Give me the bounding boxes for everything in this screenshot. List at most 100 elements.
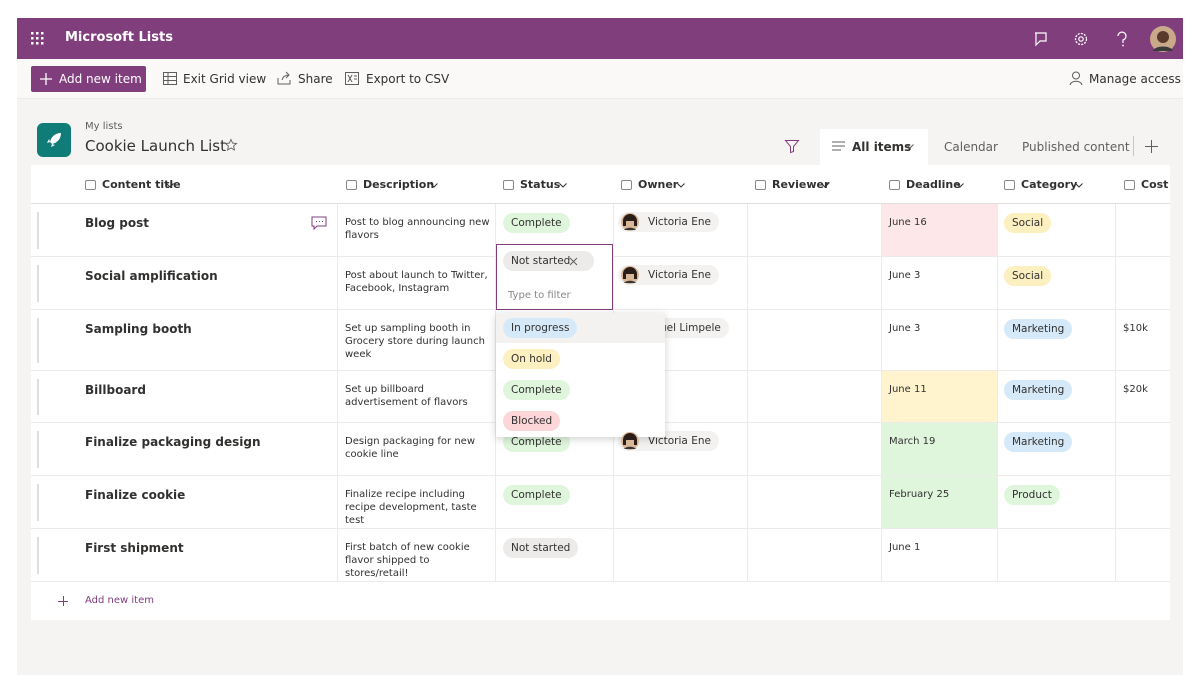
sort-chevron[interactable] — [821, 183, 829, 188]
remove-chip[interactable] — [569, 257, 578, 266]
item-title[interactable]: Blog post — [85, 216, 149, 230]
status-pill: Complete — [503, 213, 570, 233]
column-divider — [747, 204, 748, 257]
settings-icon[interactable] — [1073, 31, 1089, 47]
item-title[interactable]: Sampling booth — [85, 322, 192, 336]
row-handle[interactable] — [37, 431, 39, 468]
column-header[interactable]: Reviewer — [772, 178, 830, 191]
filter-option[interactable]: In progress — [503, 318, 578, 338]
help-icon[interactable] — [1116, 31, 1128, 47]
deadline-highlight — [881, 371, 997, 423]
add-row[interactable]: Add new item — [85, 595, 154, 606]
filter-option[interactable]: Complete — [503, 380, 570, 400]
column-header[interactable]: Description — [363, 178, 435, 191]
exit-grid-view[interactable]: Exit Grid view — [183, 72, 267, 86]
column-divider — [1115, 476, 1116, 529]
column-divider — [337, 204, 338, 257]
item-description: Finalize recipe including recipe develop… — [345, 489, 477, 526]
column-divider — [881, 257, 882, 310]
column-icon — [503, 180, 514, 190]
filter-input[interactable]: Type to filter — [508, 290, 571, 301]
deadline: June 3 — [889, 270, 921, 281]
deadline-highlight — [881, 476, 997, 529]
row-handle[interactable] — [37, 537, 39, 574]
item-description: Set up billboard advertisement of flavor… — [345, 384, 468, 408]
column-divider — [1115, 423, 1116, 476]
view-tab[interactable]: All items — [852, 140, 912, 154]
column-header[interactable]: Status — [520, 178, 561, 191]
column-divider — [337, 310, 338, 371]
user-avatar[interactable] — [1150, 26, 1176, 52]
deadline: June 3 — [889, 323, 921, 334]
column-divider — [747, 310, 748, 371]
column-divider — [337, 257, 338, 310]
deadline-highlight — [881, 423, 997, 476]
column-divider — [881, 204, 882, 257]
item-title[interactable]: Finalize packaging design — [85, 435, 261, 449]
row-border — [31, 475, 1170, 476]
add-view-icon[interactable] — [1145, 140, 1158, 153]
column-divider — [997, 529, 998, 582]
header-row-border — [31, 203, 1170, 204]
sort-chevron[interactable] — [1075, 183, 1083, 188]
row-handle[interactable] — [37, 484, 39, 521]
column-divider — [997, 476, 998, 529]
suite-bar — [17, 18, 1183, 59]
sort-chevron[interactable] — [956, 183, 964, 188]
column-divider — [613, 257, 614, 310]
column-header[interactable]: Content title — [102, 178, 181, 191]
item-description: Design packaging for new cookie line — [345, 436, 476, 460]
column-header[interactable]: Cost — [1141, 178, 1169, 191]
cost: $10k — [1123, 323, 1148, 334]
waffle-icon[interactable] — [31, 32, 45, 46]
row-handle[interactable] — [37, 318, 39, 363]
column-header[interactable]: Owner — [638, 178, 679, 191]
sort-chevron[interactable] — [677, 183, 685, 188]
row-handle[interactable] — [37, 379, 39, 415]
filter-icon[interactable] — [784, 140, 800, 154]
export-csv[interactable]: Export to CSV — [366, 72, 450, 86]
column-divider — [1115, 529, 1116, 582]
column-divider — [337, 529, 338, 582]
sort-chevron[interactable] — [166, 183, 174, 188]
row-handle[interactable] — [37, 212, 39, 249]
row-border — [31, 581, 1170, 582]
item-description: Set up sampling booth in Grocery store d… — [345, 323, 485, 360]
filter-option[interactable]: On hold — [503, 349, 560, 369]
add-item-label[interactable]: Add new item — [59, 72, 142, 86]
view-icon — [832, 141, 845, 151]
column-divider — [337, 371, 338, 423]
manage-access[interactable]: Manage access — [1089, 72, 1181, 86]
view-tab[interactable]: Published content — [1022, 140, 1130, 154]
feedback-icon[interactable] — [1033, 31, 1049, 47]
deadline-highlight — [881, 204, 997, 257]
excel-icon — [345, 72, 359, 85]
rocket-icon — [47, 133, 61, 147]
item-title[interactable]: Social amplification — [85, 269, 218, 283]
share[interactable]: Share — [298, 72, 333, 86]
breadcrumb[interactable]: My lists — [85, 121, 123, 132]
column-divider — [613, 529, 614, 582]
column-divider — [495, 423, 496, 476]
filter-option[interactable]: Blocked — [503, 411, 561, 431]
column-header[interactable]: Category — [1021, 178, 1078, 191]
favorite-star[interactable] — [224, 138, 238, 151]
column-icon — [889, 180, 900, 190]
column-divider — [1115, 204, 1116, 257]
column-icon — [621, 180, 632, 190]
column-divider — [1115, 310, 1116, 371]
sort-chevron[interactable] — [559, 183, 567, 188]
view-tab[interactable]: Calendar — [944, 140, 998, 154]
item-title[interactable]: Billboard — [85, 383, 146, 397]
column-header[interactable]: Deadline — [906, 178, 961, 191]
column-divider — [337, 423, 338, 476]
comment-icon[interactable] — [311, 216, 327, 231]
item-title[interactable]: Finalize cookie — [85, 488, 186, 502]
sort-chevron[interactable] — [430, 183, 438, 188]
share-icon — [277, 71, 291, 85]
category-pill: Marketing — [1004, 380, 1073, 400]
column-divider — [495, 529, 496, 582]
row-handle[interactable] — [37, 265, 39, 302]
person-icon — [1069, 71, 1083, 86]
item-title[interactable]: First shipment — [85, 541, 184, 555]
